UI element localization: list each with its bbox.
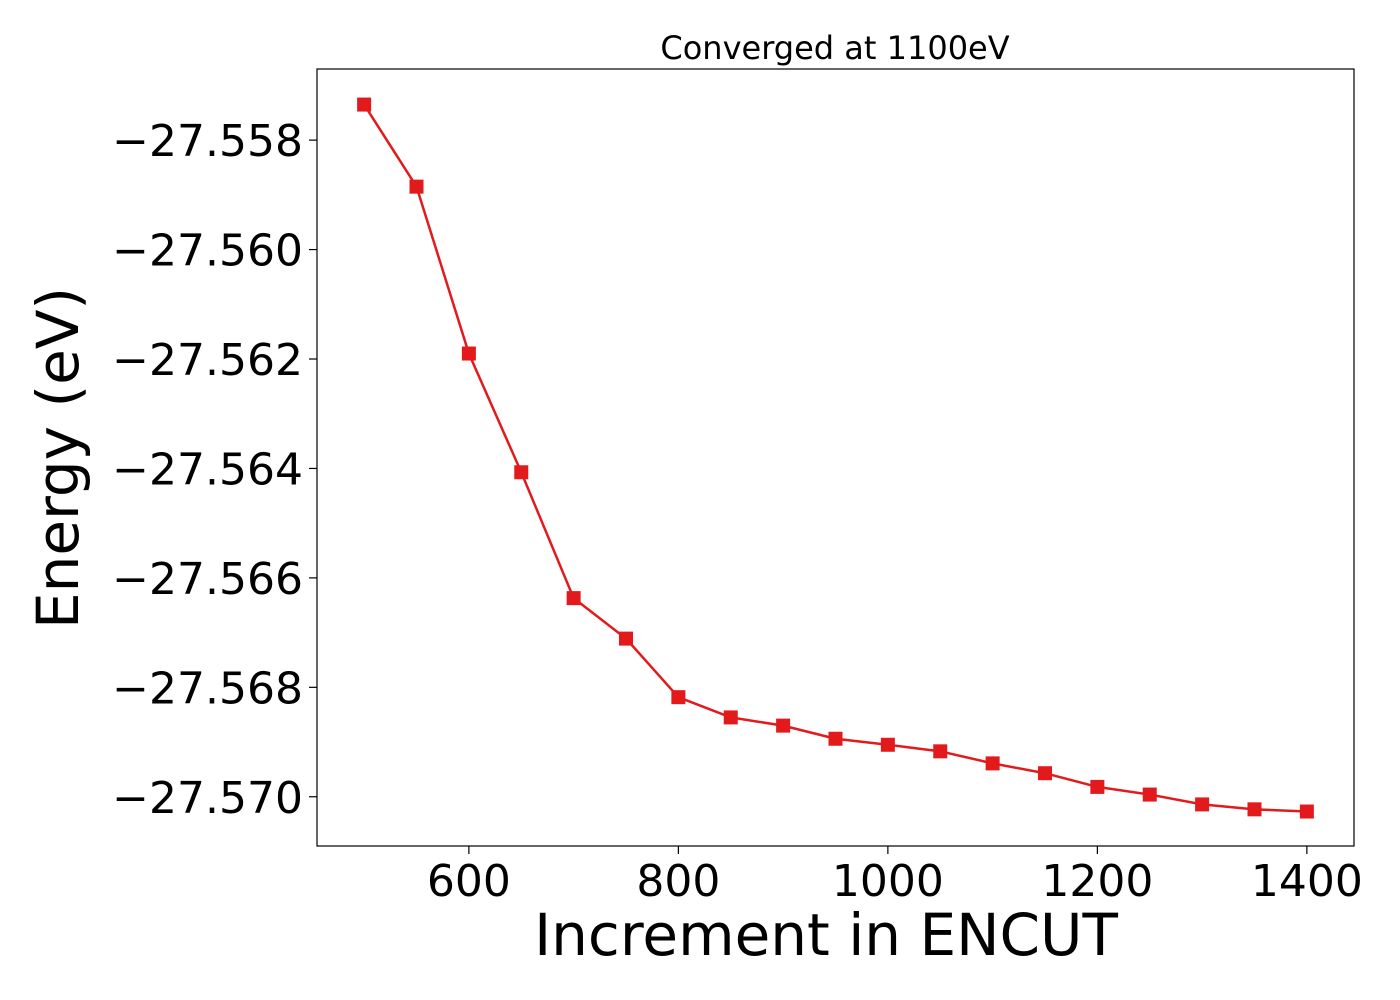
data-point-marker bbox=[880, 737, 895, 752]
data-point-marker bbox=[723, 710, 738, 725]
x-tick-label: 800 bbox=[636, 856, 720, 907]
data-point-marker bbox=[1247, 802, 1262, 817]
y-tick-label: −27.568 bbox=[112, 663, 303, 714]
y-axis-label: Energy (eV) bbox=[24, 287, 92, 629]
x-tick-label: 1000 bbox=[832, 856, 944, 907]
data-point-marker bbox=[985, 756, 1000, 771]
y-tick-label: −27.558 bbox=[112, 116, 303, 167]
data-point-marker bbox=[933, 744, 948, 759]
data-point-marker bbox=[566, 591, 581, 606]
data-point-marker bbox=[1195, 797, 1210, 812]
data-point-marker bbox=[1037, 766, 1052, 781]
data-point-marker bbox=[409, 179, 424, 194]
y-tick-label: −27.566 bbox=[112, 554, 303, 605]
data-point-marker bbox=[1142, 787, 1157, 802]
data-point-marker bbox=[514, 465, 529, 480]
data-point-marker bbox=[828, 731, 843, 746]
series-layer bbox=[357, 97, 1314, 819]
data-point-marker bbox=[1299, 804, 1314, 819]
data-point-marker bbox=[619, 631, 634, 646]
data-point-marker bbox=[357, 97, 372, 112]
plot-area-frame bbox=[316, 68, 1355, 847]
x-tick-label: 600 bbox=[427, 856, 511, 907]
x-tick-label: 1200 bbox=[1041, 856, 1153, 907]
x-axis-label: Increment in ENCUT bbox=[534, 901, 1118, 969]
y-tick-label: −27.560 bbox=[112, 226, 303, 277]
data-point-marker bbox=[461, 346, 476, 361]
x-tick-label: 1400 bbox=[1251, 856, 1363, 907]
data-point-marker bbox=[671, 690, 686, 705]
y-tick-label: −27.562 bbox=[112, 335, 303, 386]
y-axis: −27.558 −27.560 −27.562 −27.564 −27.566 −27.5… bbox=[112, 116, 317, 824]
y-tick-label: −27.564 bbox=[112, 444, 303, 495]
x-axis: 600 800 1000 1200 1400 bbox=[427, 846, 1363, 907]
y-tick-label: −27.570 bbox=[112, 773, 303, 824]
chart-title: Converged at 1100eV bbox=[660, 29, 1009, 67]
energy-series-line bbox=[363, 103, 1307, 813]
data-point-marker bbox=[776, 718, 791, 733]
data-point-marker bbox=[1090, 779, 1105, 794]
